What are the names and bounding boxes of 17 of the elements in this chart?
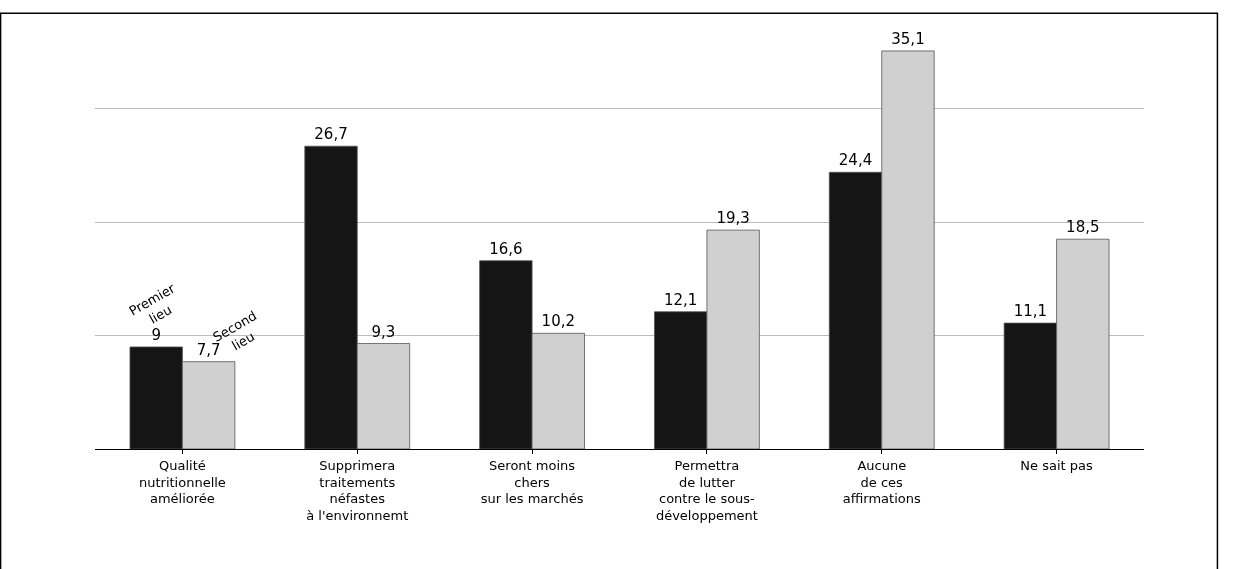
x-tick-label: Seront moins chers sur les marchés: [480, 457, 584, 507]
data-label: 16,6: [489, 239, 523, 258]
data-label: 35,1: [891, 29, 925, 48]
data-label: 19,3: [716, 209, 750, 228]
x-tick-label: Qualité nutritionnelle améliorée: [138, 457, 226, 507]
x-tick-label: Permettra de lutter contre le sous- développement: [655, 457, 758, 524]
data-label: 24,4: [838, 151, 873, 170]
x-tick-label: Ne sait pas: [1020, 457, 1094, 473]
x-tick-label: Aucune de ces affirmations: [842, 457, 921, 507]
data-label: 18,5: [1066, 218, 1100, 237]
data-label: 10,2: [541, 312, 576, 331]
data-label: 12,1: [663, 290, 698, 309]
data-label: 9: [151, 325, 161, 344]
data-label: 11,1: [1013, 302, 1048, 321]
data-label: 26,7: [314, 125, 348, 144]
data-label: 9,3: [371, 322, 396, 341]
x-tick-label: Supprimera traitements néfastes à l'environnemt: [306, 457, 409, 524]
